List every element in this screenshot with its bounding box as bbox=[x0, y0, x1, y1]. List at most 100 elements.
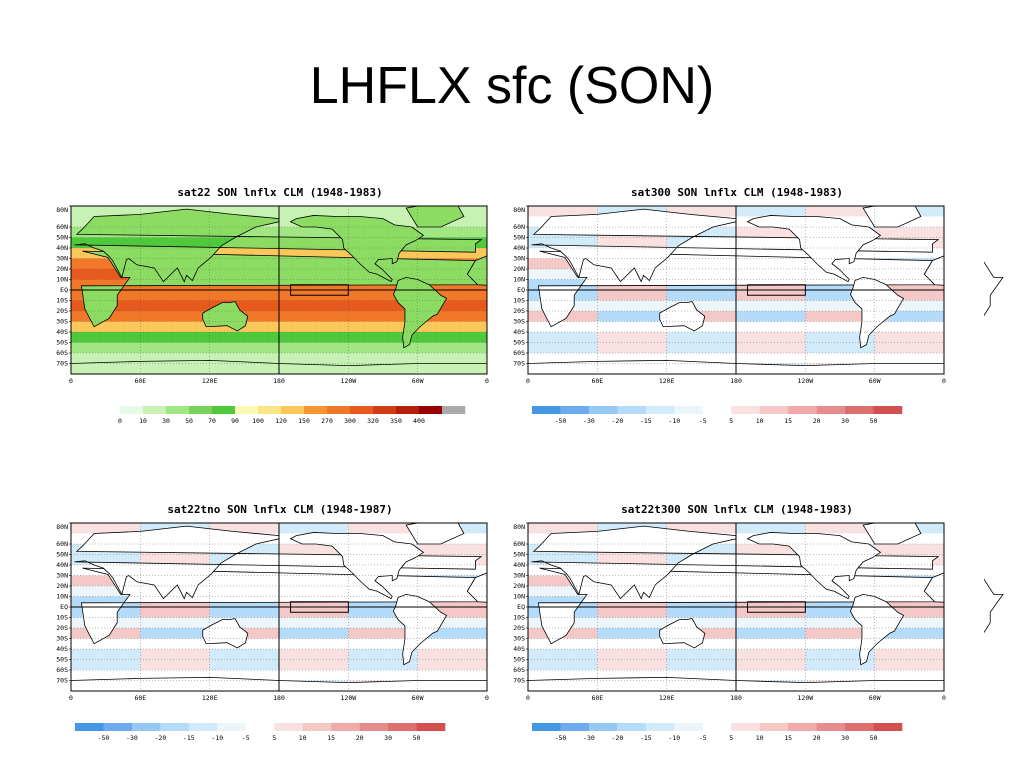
field-cell bbox=[701, 617, 737, 629]
field-cell bbox=[840, 565, 876, 576]
field-cell bbox=[175, 353, 211, 364]
lat-tick-label: 40S bbox=[513, 328, 525, 336]
field-cell bbox=[528, 269, 564, 280]
field-cell bbox=[279, 544, 315, 555]
field-cell bbox=[71, 342, 107, 354]
field-cell bbox=[736, 565, 772, 576]
frame-mask bbox=[944, 204, 984, 376]
colorbar-swatch bbox=[235, 406, 259, 414]
field-cell bbox=[383, 342, 419, 354]
field-cell bbox=[452, 311, 488, 322]
field-cell bbox=[701, 565, 737, 576]
field-cell bbox=[909, 544, 945, 555]
colorbar-label: 5 bbox=[729, 417, 733, 425]
colorbar-swatch bbox=[532, 723, 561, 731]
continent-australia bbox=[202, 618, 249, 649]
field-cell bbox=[562, 279, 598, 291]
field-cell bbox=[209, 607, 245, 618]
lat-tick-label: 30S bbox=[56, 635, 68, 643]
field-cell bbox=[874, 227, 910, 238]
lon-tick-label: 120W bbox=[798, 694, 814, 702]
field-cell bbox=[840, 353, 876, 364]
lat-tick-label: 50N bbox=[513, 234, 525, 242]
field-cell bbox=[140, 237, 176, 249]
field-cell bbox=[632, 311, 668, 322]
frame-mask bbox=[45, 521, 71, 693]
colorbar-label: -10 bbox=[668, 417, 680, 425]
field-cell bbox=[105, 638, 141, 650]
lon-tick-label: 0 bbox=[942, 694, 946, 702]
field-cell bbox=[140, 638, 176, 650]
field-cell bbox=[736, 227, 772, 238]
colorbar-label: 270 bbox=[321, 417, 333, 425]
field-cell bbox=[597, 290, 633, 301]
field-cell bbox=[175, 638, 211, 650]
lat-tick-label: 10S bbox=[56, 614, 68, 622]
continent-eurasia bbox=[531, 208, 940, 283]
lat-tick-label: EQ bbox=[517, 603, 525, 611]
field-cell bbox=[840, 649, 876, 660]
lat-tick-label: 10N bbox=[56, 593, 68, 601]
field-cell bbox=[736, 659, 772, 671]
colorbar-label: -30 bbox=[583, 417, 595, 425]
field-cell bbox=[417, 659, 453, 671]
field-cell bbox=[140, 311, 176, 322]
field-cell bbox=[805, 659, 841, 671]
lat-tick-label: 10N bbox=[513, 593, 525, 601]
field-cell bbox=[666, 638, 702, 650]
colorbar-swatch bbox=[120, 406, 144, 414]
field-cell bbox=[666, 607, 702, 618]
field-cell bbox=[313, 659, 349, 671]
map-panel-bottom-left: sat22tno SON lnflx CLM (1948-1987) 80N 60… bbox=[45, 503, 547, 743]
field-cell bbox=[313, 353, 349, 364]
colorbar-swatch bbox=[188, 723, 218, 731]
field-cell bbox=[805, 290, 841, 301]
colorbar-label: 20 bbox=[813, 417, 821, 425]
field-cell bbox=[874, 628, 910, 639]
field-cell bbox=[175, 607, 211, 618]
field-cell bbox=[452, 533, 488, 545]
colorbar-label: -20 bbox=[612, 417, 624, 425]
lat-tick-label: 40N bbox=[56, 561, 68, 569]
field-cell bbox=[770, 628, 806, 639]
field-cell bbox=[632, 670, 668, 681]
field-cell bbox=[209, 353, 245, 364]
field-cell bbox=[348, 311, 384, 322]
field-cell bbox=[383, 353, 419, 364]
field-cell bbox=[244, 353, 280, 364]
continent-eurasia bbox=[74, 525, 483, 600]
colorbar: -50 -30 -20 -15 -10 -5 5 10 15 20 30 50 bbox=[532, 723, 903, 742]
field-cell bbox=[71, 279, 107, 291]
lat-tick-label: 40S bbox=[513, 645, 525, 653]
lon-tick-label: 60W bbox=[412, 694, 424, 702]
field-cell bbox=[244, 248, 280, 259]
field-cell bbox=[632, 321, 668, 333]
colorbar-swatch bbox=[304, 406, 328, 414]
colorbar-swatch bbox=[103, 723, 133, 731]
field-cell bbox=[279, 300, 315, 312]
lat-tick-label: 20N bbox=[513, 582, 525, 590]
lat-tick-label: 20N bbox=[56, 582, 68, 590]
field-cell bbox=[105, 670, 141, 681]
lat-tick-label: 80N bbox=[513, 523, 525, 531]
frame-mask bbox=[45, 204, 71, 376]
field-cell bbox=[666, 342, 702, 354]
field-cell bbox=[71, 638, 107, 650]
field-cell bbox=[736, 649, 772, 660]
field-cell bbox=[701, 353, 737, 364]
field-cell bbox=[909, 533, 945, 545]
field-cell bbox=[383, 321, 419, 333]
lat-tick-label: 20S bbox=[56, 307, 68, 315]
colorbar-label: -20 bbox=[612, 734, 624, 742]
field-cell bbox=[383, 216, 419, 228]
field-cell bbox=[909, 227, 945, 238]
field-cell bbox=[140, 523, 176, 534]
field-cell bbox=[140, 607, 176, 618]
field-cell bbox=[348, 638, 384, 650]
lat-tick-label: EQ bbox=[60, 603, 68, 611]
field-cell bbox=[417, 628, 453, 639]
field-cell bbox=[632, 290, 668, 301]
field-cell bbox=[736, 523, 772, 534]
field-cell bbox=[452, 300, 488, 312]
field-cell bbox=[105, 523, 141, 534]
